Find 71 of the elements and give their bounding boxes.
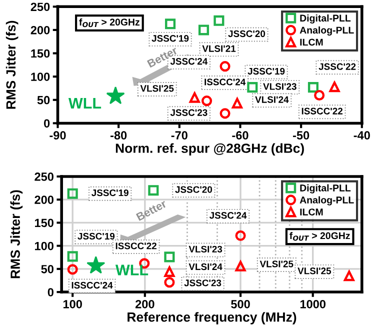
- x-axis-title: Norm. ref. spur @28GHz (dBc): [116, 143, 304, 156]
- x-tick-label: -90: [50, 131, 66, 140]
- legend-label: Analog-PLL: [300, 196, 354, 206]
- legend-label: Analog-PLL: [300, 26, 354, 36]
- annotation: JSSC'19: [92, 189, 128, 196]
- point: [198, 24, 210, 36]
- x-tick-label: 100: [63, 300, 82, 308]
- point: [220, 61, 230, 72]
- annotation: JSSC'20: [228, 30, 266, 38]
- point: [106, 86, 125, 104]
- y-tick-label: 250: [34, 172, 54, 181]
- y-tick-label: 0: [48, 288, 54, 296]
- y-tick-label: 100: [31, 72, 50, 81]
- x-tick-label: -40: [354, 131, 370, 140]
- x-tick-label: 1000: [300, 300, 326, 308]
- annotation: JSSC'23: [184, 280, 222, 286]
- legend-label: Digital-PLL: [300, 14, 351, 24]
- legend-label: Digital-PLL: [300, 184, 351, 194]
- annotation: VLSI'21: [202, 45, 236, 52]
- annotation: JSSC'20: [175, 186, 212, 193]
- annotation: VLSI'25: [298, 268, 332, 274]
- annotation: ISSCC'22: [116, 242, 156, 250]
- x-axis-title: Reference frequency (MHz): [128, 312, 296, 324]
- annotation: VLSI'24: [188, 263, 222, 270]
- y-tick-label: 50: [41, 264, 54, 274]
- annotation: JSSC'24: [209, 212, 247, 219]
- legend-label: ILCM: [300, 38, 323, 46]
- annotation: VLSI'25: [140, 85, 174, 92]
- annotation: JSSC'19: [152, 35, 189, 42]
- y-tick-label: 0: [44, 119, 50, 128]
- x-tick-label: -70: [171, 131, 188, 140]
- point: [247, 82, 258, 93]
- y-tick-label: 200: [30, 26, 50, 34]
- point: [220, 108, 230, 119]
- y-axis-title: RMS Jitter (fs): [10, 190, 23, 278]
- y-tick-label: 250: [30, 2, 50, 12]
- annotation: VLSI'23: [188, 246, 222, 253]
- annotation: f$_{OUT}$ > 20GHz: [79, 18, 140, 28]
- annotation: JSSC'19: [78, 232, 115, 240]
- point: [329, 82, 340, 92]
- point: [165, 18, 176, 30]
- point: [189, 92, 200, 103]
- annotation: f$_{OUT}$ > 20GHz: [290, 232, 350, 241]
- point: [308, 82, 319, 93]
- x-tick-label: -80: [110, 131, 127, 140]
- x-tick-label: 500: [231, 300, 250, 308]
- annotation: VLSI'24: [255, 96, 289, 103]
- x-tick-label: -50: [293, 131, 310, 140]
- legend-label: ILCM: [300, 208, 323, 216]
- x-tick-label: -60: [232, 131, 248, 140]
- annotation: ISSCC'22: [302, 108, 343, 114]
- x-tick-label: 200: [135, 300, 154, 308]
- point: [202, 96, 212, 106]
- point: [232, 98, 242, 108]
- annotation: JSSC'19: [248, 68, 285, 75]
- y-tick-label: 150: [31, 49, 50, 58]
- series-label: WLL: [115, 264, 148, 276]
- annotation: VLSI'25: [260, 260, 294, 268]
- y-tick-label: 200: [34, 196, 54, 204]
- y-tick-label: 150: [35, 218, 54, 228]
- annotation: ISSCC'24: [72, 282, 113, 289]
- annotation: ISSCC'24: [204, 78, 246, 86]
- y-axis-title: RMS Jitter (fs): [6, 20, 18, 109]
- point: [214, 15, 224, 26]
- series-label: WLL: [68, 98, 102, 108]
- y-tick-label: 100: [35, 242, 54, 250]
- point: [314, 90, 325, 101]
- annotation: JSSC'23: [170, 109, 208, 116]
- annotation: JSSC'22: [318, 63, 356, 70]
- annotation: VLSI'23: [263, 83, 296, 90]
- y-tick-label: 50: [37, 96, 50, 104]
